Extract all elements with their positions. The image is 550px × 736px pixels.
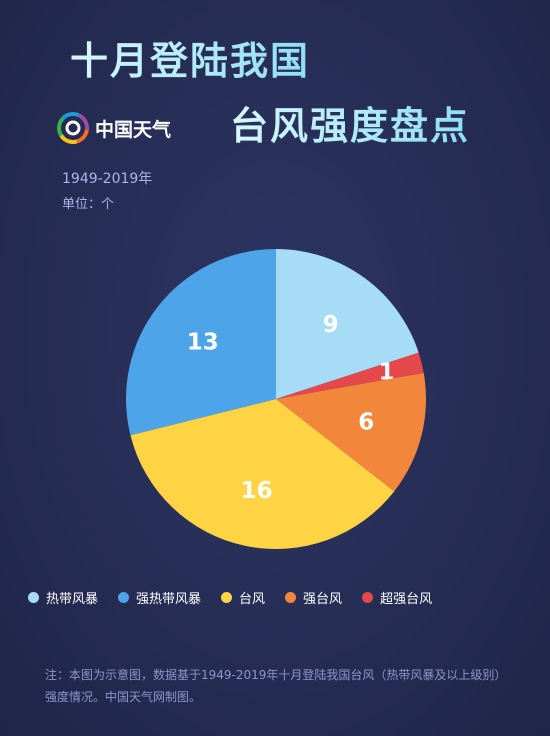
legend-label-severe-tropical-storm: 强热带风暴 bbox=[136, 592, 202, 607]
chart-title-line-2: 台风强度盘点 bbox=[230, 95, 470, 150]
legend-swatch-super-typhoon bbox=[362, 592, 374, 603]
data-label-severe-typhoon: 6 bbox=[358, 409, 374, 435]
footnote: 注：本图为示意图，数据基于1949-2019年十月登陆我国台风（热带风暴及以上级… bbox=[45, 668, 507, 704]
unit-label: 单位：个 bbox=[62, 197, 115, 212]
legend-label-super-typhoon: 超强台风 bbox=[380, 592, 433, 607]
pie-slice-severe-tropical-storm bbox=[126, 249, 276, 436]
brand-logo: 中国天气 bbox=[57, 112, 171, 144]
legend-swatch-typhoon bbox=[221, 592, 233, 603]
weather-logo-icon bbox=[57, 112, 89, 144]
pie-slice-super-typhoon bbox=[276, 352, 424, 399]
chart-legend: 热带风暴 强热带风暴 台风 强台风 超强台风 bbox=[28, 588, 432, 607]
data-label-tropical-storm: 9 bbox=[323, 312, 339, 338]
legend-label-tropical-storm: 热带风暴 bbox=[46, 592, 99, 607]
legend-item-typhoon: 台风 bbox=[221, 588, 265, 607]
legend-item-severe-tropical-storm: 强热带风暴 bbox=[118, 588, 201, 607]
pie-slice-severe-typhoon bbox=[276, 372, 426, 492]
pie-slice-tropical-storm bbox=[276, 249, 419, 399]
legend-item-severe-typhoon: 强台风 bbox=[285, 588, 342, 607]
legend-item-super-typhoon: 超强台风 bbox=[362, 588, 432, 607]
brand-name: 中国天气 bbox=[95, 118, 172, 141]
year-range: 1949-2019年 bbox=[62, 171, 153, 187]
legend-swatch-severe-typhoon bbox=[285, 592, 297, 603]
pie-slice-typhoon bbox=[130, 399, 395, 549]
data-label-typhoon: 16 bbox=[241, 478, 273, 504]
chart-title-line-1: 十月登陆我国 bbox=[70, 30, 310, 85]
legend-swatch-tropical-storm bbox=[28, 592, 39, 603]
legend-item-tropical-storm: 热带风暴 bbox=[28, 588, 98, 607]
legend-label-severe-typhoon: 强台风 bbox=[303, 592, 343, 607]
legend-label-typhoon: 台风 bbox=[239, 592, 266, 607]
data-label-severe-tropical-storm: 13 bbox=[187, 330, 219, 356]
legend-swatch-severe-tropical-storm bbox=[118, 592, 130, 603]
